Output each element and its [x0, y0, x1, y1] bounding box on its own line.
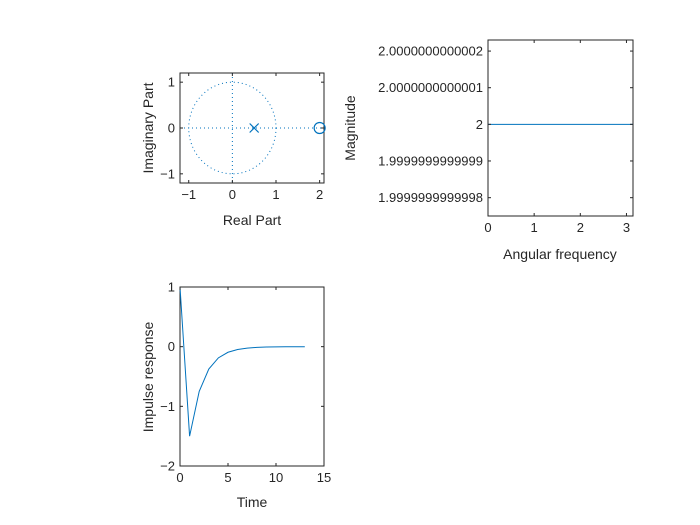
x-tick-label: 0: [176, 470, 183, 485]
y-tick-label: 0: [168, 121, 175, 136]
x-tick-label: 3: [623, 220, 630, 235]
y-tick-label: −1: [160, 166, 175, 181]
pole-marker: [249, 123, 260, 133]
x-tick-label: 1: [272, 187, 279, 202]
y-tick-label: 1: [168, 280, 175, 295]
pole-zero-ylabel: Imaginary Part: [140, 82, 156, 173]
y-tick-label: 1.9999999999999: [378, 153, 483, 168]
y-tick-label: 2: [476, 117, 483, 132]
y-tick-label: −1: [160, 399, 175, 414]
magnitude-axes: 0 1 2 3 2.0000000000002 2.0000000000001 2 1.999…: [342, 39, 634, 262]
pole-zero-xlabel: Real Part: [223, 212, 281, 228]
x-tick-label: 2: [577, 220, 584, 235]
impulse-axes: 0 5 10 15 −2 −1 0 1 Time Impulse response: [140, 280, 331, 511]
impulse-plot-area: [179, 286, 325, 467]
magnitude-plot-area: [487, 39, 634, 217]
magnitude-ylabel: Magnitude: [342, 95, 358, 161]
y-tick-label: −2: [160, 459, 175, 474]
pole-marker-stroke: [249, 123, 260, 133]
y-tick-label: 1: [168, 75, 175, 90]
x-tick-label: 0: [229, 187, 236, 202]
x-tick-label: 1: [531, 220, 538, 235]
impulse-xlabel: Time: [237, 494, 268, 510]
x-tick-label: 15: [317, 470, 331, 485]
x-tick-label: 10: [269, 470, 283, 485]
y-tick-label: 0: [168, 339, 175, 354]
x-tick-label: 0: [484, 220, 491, 235]
y-tick-label: 1.9999999999998: [378, 190, 483, 205]
magnitude-xlabel: Angular frequency: [503, 246, 617, 262]
y-tick-label: 2.0000000000001: [378, 80, 483, 95]
x-tick-label: −1: [181, 187, 196, 202]
x-tick-label: 2: [316, 187, 323, 202]
y-tick-label: 2.0000000000002: [378, 44, 483, 59]
impulse-ylabel: Impulse response: [140, 322, 156, 433]
impulse-response-line: [179, 286, 305, 437]
zero-marker: [313, 121, 326, 135]
pole-zero-axes: −1 0 1 2 −1 0 1 Real Part Imaginary Part: [140, 72, 326, 228]
x-tick-label: 5: [224, 470, 231, 485]
